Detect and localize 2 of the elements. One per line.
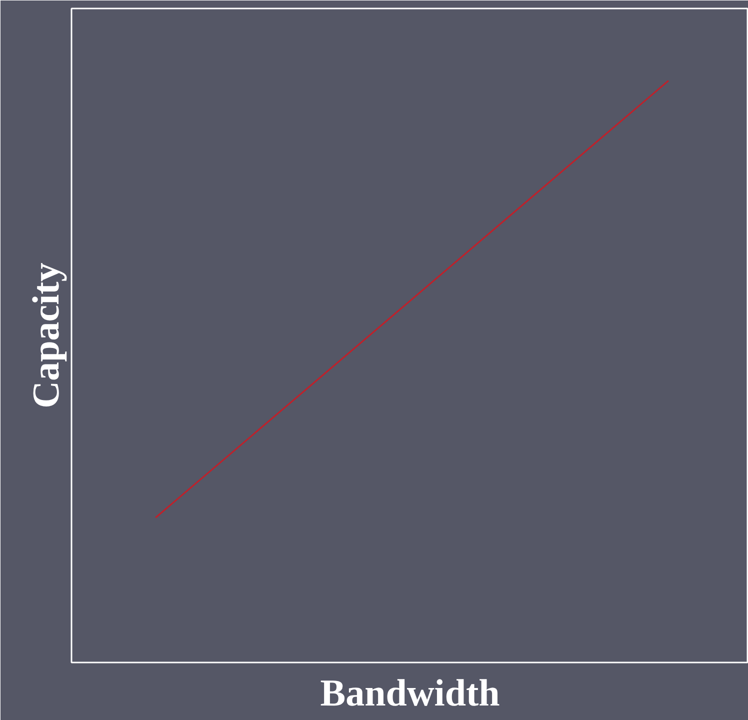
y-axis-title: Capacity xyxy=(26,262,68,408)
x-axis-title: Bandwidth xyxy=(320,672,500,714)
